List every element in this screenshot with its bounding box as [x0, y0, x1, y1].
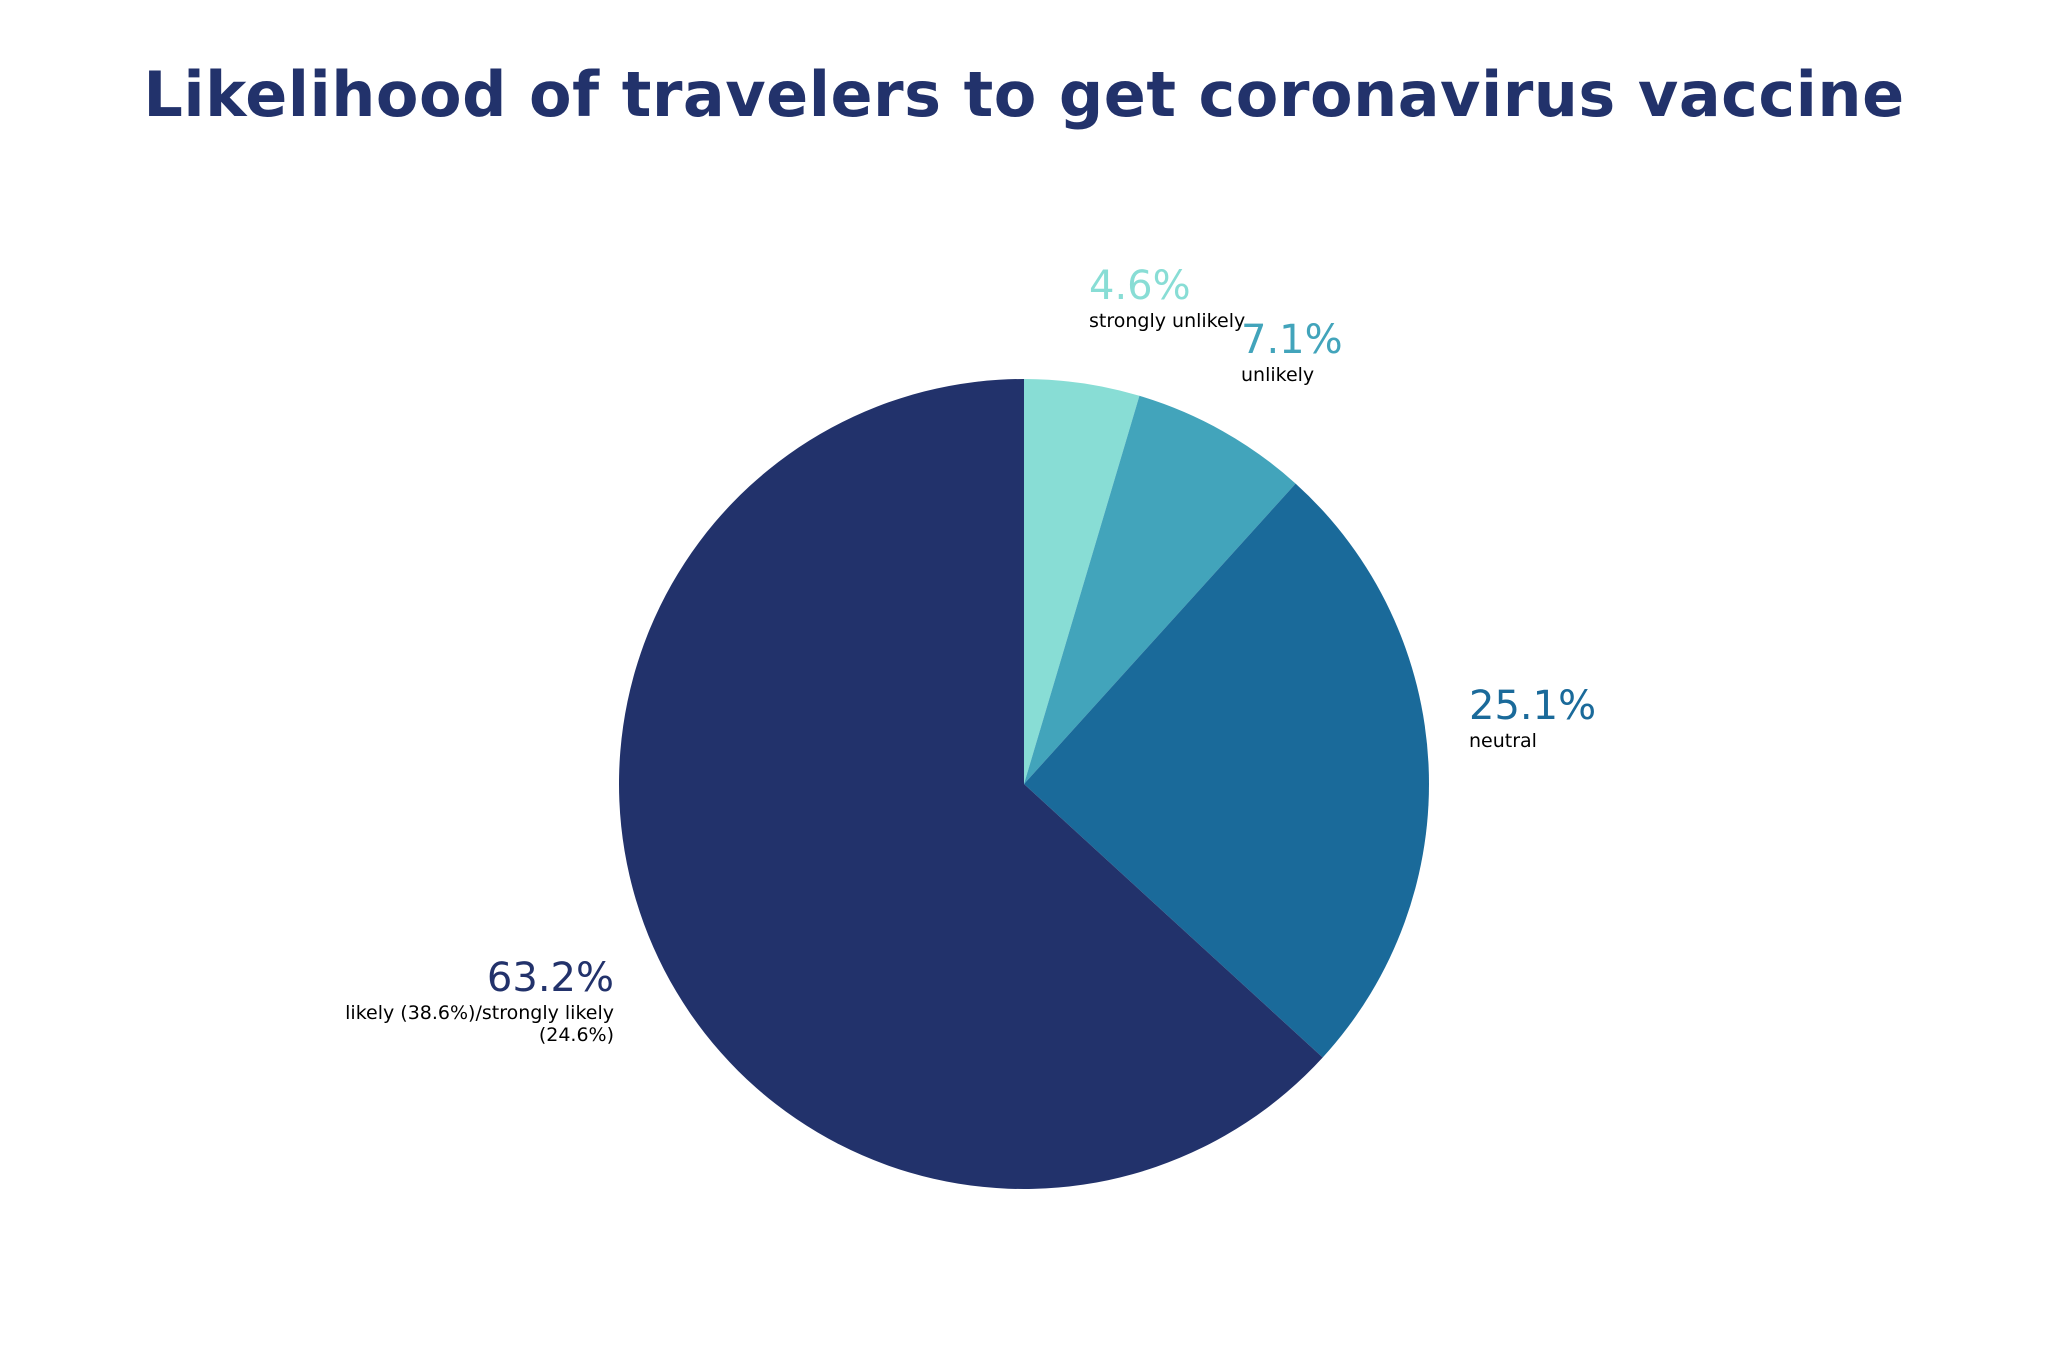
slice-label: 63.2% likely (38.6%)/strongly likely (24.…: [324, 954, 614, 1046]
value-label: 25.1%: [1469, 683, 1597, 729]
pie-slice: [1024, 395, 1296, 784]
slice-label: 7.1% unlikely: [1241, 316, 1343, 386]
category-label: likely (38.6%)/strongly likely (24.6%): [345, 1002, 614, 1046]
pie-slice: [619, 379, 1323, 1189]
slice-label: 4.6% strongly unlikely: [1089, 262, 1245, 332]
chart-title: Likelihood of travelers to get coronavir…: [143, 58, 1905, 131]
slice-label: 25.1% neutral: [1469, 682, 1596, 752]
category-label: neutral: [1469, 730, 1537, 752]
value-label: 7.1%: [1241, 317, 1343, 363]
pie-slice: [1024, 483, 1430, 1058]
pie-slice: [1024, 379, 1140, 784]
category-label: strongly unlikely: [1089, 310, 1246, 332]
category-label: unlikely: [1241, 364, 1315, 386]
value-label: 63.2%: [486, 955, 614, 1001]
value-label: 4.6%: [1089, 263, 1191, 309]
